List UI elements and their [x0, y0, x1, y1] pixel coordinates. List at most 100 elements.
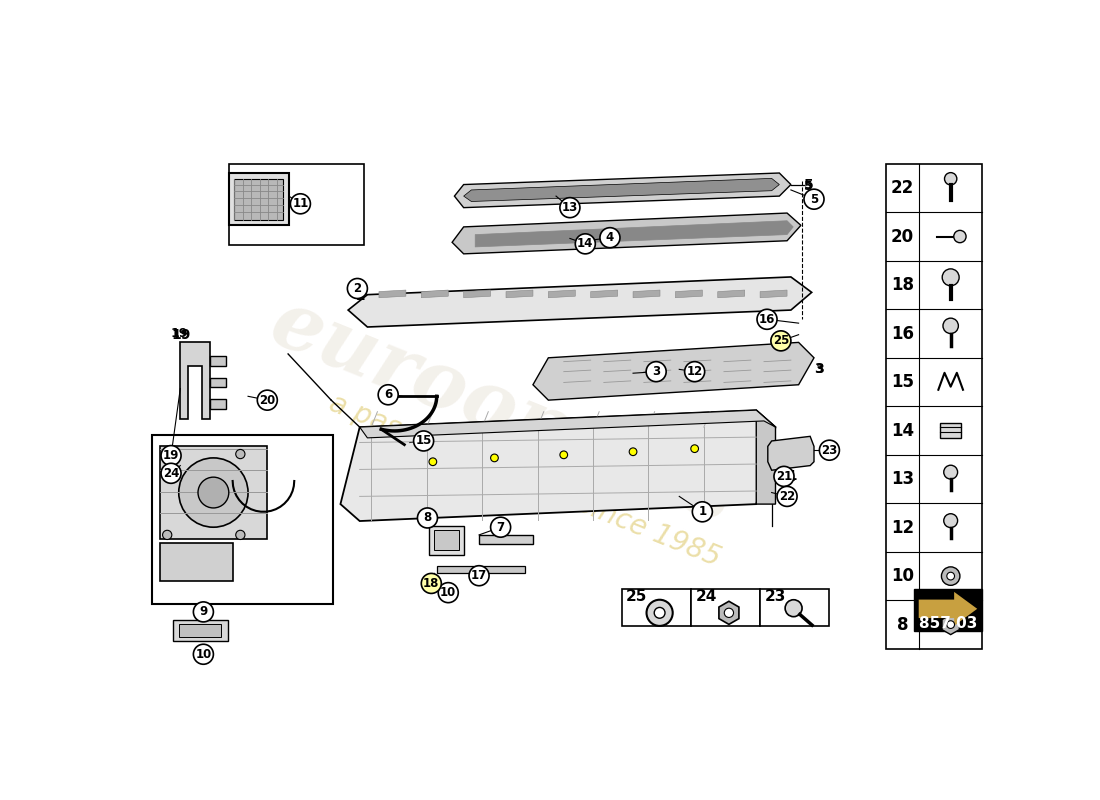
Circle shape [290, 194, 310, 214]
Bar [621, 589, 691, 626]
Circle shape [469, 566, 490, 586]
Bar [437, 566, 526, 574]
Circle shape [235, 530, 245, 539]
Polygon shape [548, 290, 575, 298]
Text: 19: 19 [172, 328, 190, 342]
Circle shape [438, 582, 459, 602]
Text: 13: 13 [891, 470, 914, 488]
Circle shape [757, 310, 777, 330]
Circle shape [178, 458, 249, 527]
Text: 5: 5 [810, 193, 818, 206]
Circle shape [378, 385, 398, 405]
Circle shape [418, 508, 438, 528]
Circle shape [777, 486, 797, 506]
Circle shape [944, 466, 958, 479]
Text: 21: 21 [778, 471, 795, 485]
Text: a passion for parts since 1985: a passion for parts since 1985 [326, 390, 725, 573]
Circle shape [414, 431, 433, 451]
Circle shape [163, 530, 172, 539]
Circle shape [945, 173, 957, 185]
Bar [939, 423, 961, 438]
Bar [886, 164, 982, 649]
Circle shape [421, 574, 441, 594]
Polygon shape [760, 290, 788, 298]
Polygon shape [591, 290, 618, 298]
Text: 13: 13 [562, 201, 578, 214]
Text: 21: 21 [779, 470, 799, 483]
Text: 18: 18 [891, 276, 914, 294]
Text: 2: 2 [353, 282, 362, 295]
Text: 21: 21 [776, 470, 792, 483]
Circle shape [161, 463, 182, 483]
Polygon shape [180, 342, 209, 419]
Text: 17: 17 [471, 570, 487, 582]
Circle shape [954, 230, 966, 242]
Text: 8: 8 [896, 616, 909, 634]
Polygon shape [421, 290, 449, 298]
Text: 15: 15 [891, 373, 914, 391]
Text: 2: 2 [348, 283, 356, 297]
Text: 5: 5 [804, 180, 813, 194]
Text: 3: 3 [814, 362, 824, 376]
Text: 19: 19 [163, 449, 179, 462]
Polygon shape [942, 614, 959, 634]
Polygon shape [675, 290, 703, 298]
Text: 11: 11 [293, 198, 308, 210]
Text: 20: 20 [891, 227, 914, 246]
Text: 14: 14 [578, 238, 594, 250]
Bar [229, 173, 289, 226]
Bar [209, 399, 227, 409]
Bar [152, 435, 332, 604]
Bar [480, 535, 534, 544]
Text: 4: 4 [606, 231, 614, 244]
Bar [173, 619, 228, 641]
Text: 12: 12 [686, 365, 703, 378]
Text: 857 03: 857 03 [918, 616, 977, 631]
Text: 12: 12 [891, 518, 914, 537]
Polygon shape [717, 290, 745, 298]
Text: 10: 10 [891, 567, 914, 585]
Text: 15: 15 [416, 434, 432, 447]
Bar [760, 589, 829, 626]
Circle shape [194, 644, 213, 664]
Circle shape [194, 602, 213, 622]
Polygon shape [634, 290, 660, 298]
Circle shape [691, 445, 698, 453]
Circle shape [491, 454, 498, 462]
Text: 24: 24 [695, 589, 717, 604]
Circle shape [654, 607, 666, 618]
Polygon shape [464, 178, 779, 202]
Text: 2: 2 [356, 290, 365, 303]
Text: 16: 16 [891, 325, 914, 342]
Bar [914, 589, 982, 631]
Text: 23: 23 [822, 444, 837, 457]
Circle shape [629, 448, 637, 455]
Circle shape [560, 451, 568, 458]
Text: 14: 14 [891, 422, 914, 439]
Circle shape [684, 362, 705, 382]
Bar [691, 589, 760, 626]
Polygon shape [757, 410, 776, 504]
Text: 25: 25 [772, 334, 789, 347]
Polygon shape [348, 277, 812, 327]
Circle shape [804, 189, 824, 209]
Polygon shape [719, 602, 739, 624]
Bar [178, 624, 221, 637]
Circle shape [161, 446, 182, 466]
Circle shape [774, 466, 794, 486]
Polygon shape [452, 213, 801, 254]
Bar [434, 530, 459, 550]
Circle shape [198, 477, 229, 508]
Circle shape [560, 198, 580, 218]
Bar [209, 356, 227, 366]
Bar [229, 164, 363, 245]
Polygon shape [918, 592, 977, 626]
Circle shape [646, 362, 667, 382]
Circle shape [771, 331, 791, 351]
Text: 19: 19 [172, 326, 188, 340]
Text: 1: 1 [698, 506, 706, 518]
Polygon shape [506, 290, 534, 298]
Text: 10: 10 [440, 586, 456, 599]
Circle shape [429, 458, 437, 466]
Circle shape [943, 269, 959, 286]
